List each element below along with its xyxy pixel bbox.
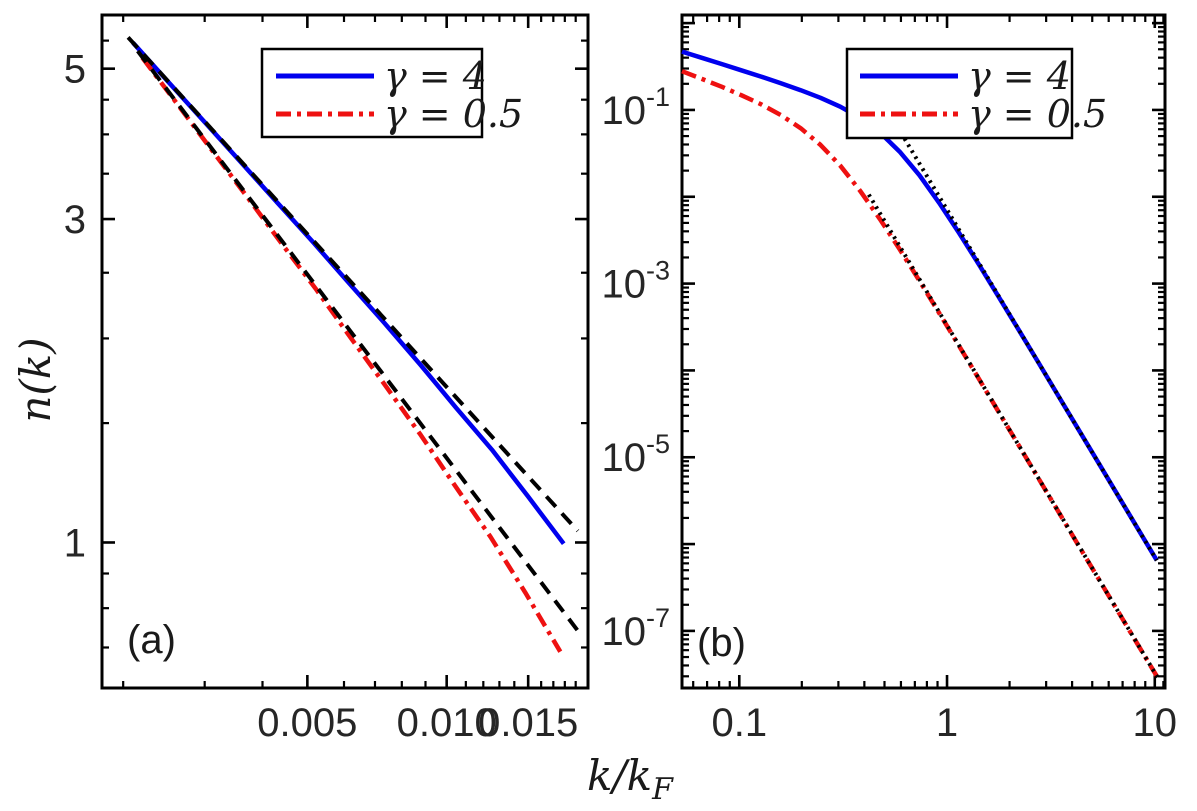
legend-a: γ = 4γ = 0.5 (260, 47, 523, 139)
y-tick-label: 10-5 (601, 429, 670, 480)
y-axis-label: n(k) (11, 337, 60, 422)
legend-label: γ = 0.5 (968, 92, 1107, 136)
x-tick-label: 0.1 (711, 701, 767, 745)
legend-box-a (260, 47, 484, 139)
plot-box-b (680, 13, 1167, 690)
gamma4-asymptote-a (126, 36, 580, 533)
y-tick-label: 3 (64, 198, 86, 242)
panel-label-a: (a) (127, 618, 176, 662)
panel-b: 0.1 1 10 10-1 10-3 10-5 10-7 (b) γ = 4γ = 0.5 (601, 13, 1177, 745)
y-tick-label: 10-7 (601, 603, 670, 654)
gamma05-asymptote-a (136, 49, 580, 632)
x-tick-label: 0.015 (478, 701, 578, 745)
legend-label: γ = 4 (968, 54, 1071, 98)
legend-label: γ = 0.5 (384, 92, 523, 136)
y-tick-labels-b: 10-1 10-3 10-5 10-7 (601, 82, 670, 654)
y-tick-label: 10-1 (601, 82, 670, 133)
legend-box-b (845, 47, 1074, 140)
legend-label: γ = 4 (384, 54, 487, 98)
x-tick-label: 10 (1133, 701, 1178, 745)
y-tick-label: 10-3 (601, 256, 670, 307)
y-tick-label: 1 (64, 521, 86, 565)
ticks-b (682, 15, 1165, 688)
x-tick-label: 0.005 (257, 701, 357, 745)
y-tick-label: 5 (64, 48, 86, 92)
x-axis-label: k/kF (587, 751, 674, 807)
panel-label-b: (b) (697, 621, 746, 665)
legend-b: γ = 4γ = 0.5 (845, 47, 1107, 140)
gamma4-curve-a (131, 41, 566, 546)
y-tick-labels-a: 1 3 5 (64, 48, 86, 566)
x-tick-labels-b: 0.1 1 10 (711, 701, 1177, 745)
x-tick-label: 0.010 (397, 701, 497, 745)
gamma4-asymptote-b (899, 131, 1159, 562)
x-tick-label: 1 (936, 701, 958, 745)
gamma05-asymptote-b (867, 193, 1161, 682)
ticks-a (102, 15, 588, 688)
